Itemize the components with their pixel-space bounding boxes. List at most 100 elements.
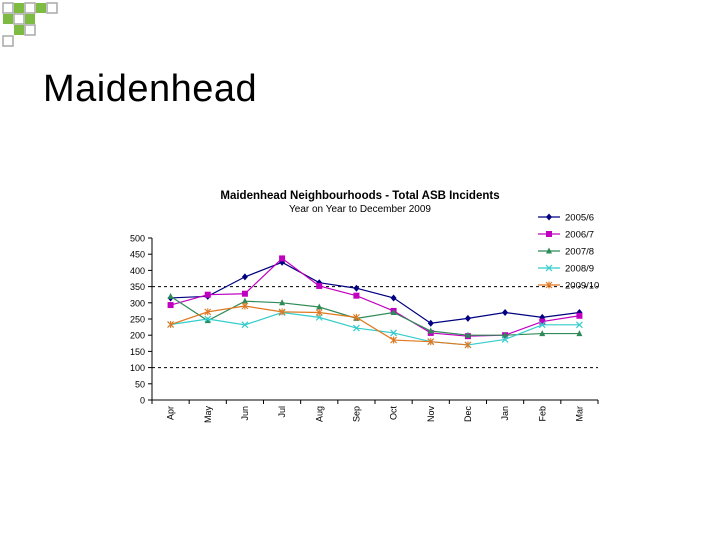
legend-label: 2007/8 <box>565 247 594 258</box>
y-tick-label: 50 <box>135 379 145 389</box>
slide-title: Maidenhead <box>43 68 258 110</box>
decor-square <box>25 14 35 24</box>
marker-stroke <box>545 264 553 272</box>
decor-square <box>24 24 36 36</box>
decor-square <box>14 25 24 35</box>
decor-square <box>2 35 14 47</box>
decor-square <box>24 2 36 14</box>
decor-square <box>2 2 14 14</box>
marker-stroke <box>538 321 546 329</box>
marker-stroke <box>204 315 212 323</box>
data-point <box>464 331 471 338</box>
legend-marker <box>546 231 552 237</box>
x-tick-label: Jun <box>240 406 250 421</box>
data-point <box>390 309 397 316</box>
data-point <box>464 314 471 322</box>
data-point <box>353 284 360 292</box>
marker-stroke <box>241 321 249 329</box>
data-point <box>353 313 360 321</box>
x-tick-label: Oct <box>389 406 399 421</box>
y-tick-label: 0 <box>140 396 145 406</box>
data-point <box>427 338 435 346</box>
decor-square <box>3 14 13 24</box>
series-2009-10 <box>167 302 472 349</box>
decor-squares <box>2 2 58 47</box>
y-tick-label: 400 <box>130 266 145 276</box>
legend-label: 2005/6 <box>565 213 594 224</box>
decor-square <box>46 2 58 14</box>
x-tick-label: Sep <box>351 406 361 422</box>
data-point <box>241 290 248 297</box>
marker-stroke <box>575 321 583 329</box>
data-point <box>576 312 583 319</box>
series-2007-8 <box>167 292 583 338</box>
data-point <box>464 341 472 349</box>
data-point <box>204 308 212 316</box>
legend-item: 2009/10 <box>538 281 599 292</box>
data-point <box>390 329 398 337</box>
data-point <box>316 303 323 310</box>
marker-stroke <box>315 313 323 321</box>
decor-square <box>13 13 25 25</box>
data-point <box>501 335 509 343</box>
data-point <box>315 309 323 317</box>
data-point <box>539 330 546 337</box>
x-tick-label: May <box>203 406 213 424</box>
legend-label: 2006/7 <box>565 230 594 241</box>
series-line <box>170 295 580 336</box>
data-point <box>316 282 323 289</box>
decor-square <box>14 3 24 13</box>
data-point <box>204 317 211 324</box>
x-tick-label: Jan <box>500 406 510 421</box>
data-point <box>241 321 249 329</box>
marker-stroke <box>352 324 360 332</box>
legend-label: 2008/9 <box>565 264 594 275</box>
chart-legend: 2005/6 2006/7 2007/8 2008/9 2009/10 <box>538 213 599 292</box>
data-point <box>167 302 174 309</box>
series-line <box>170 257 580 337</box>
data-point <box>352 324 360 332</box>
data-point <box>204 291 211 298</box>
chart-subtitle: Year on Year to December 2009 <box>289 204 431 215</box>
data-point <box>279 299 286 306</box>
data-point <box>278 308 286 316</box>
corner-decoration <box>2 2 58 47</box>
x-tick-label: Jul <box>277 406 287 418</box>
data-point <box>241 297 248 304</box>
data-point <box>539 318 546 325</box>
data-point <box>204 315 212 323</box>
legend-marker <box>545 281 553 289</box>
data-point <box>575 321 583 329</box>
y-tick-label: 350 <box>130 282 145 292</box>
data-point <box>167 292 174 299</box>
legend-item: 2007/8 <box>538 247 594 258</box>
data-point <box>538 321 546 329</box>
marker-stroke <box>390 329 398 337</box>
data-point <box>241 302 249 310</box>
data-point <box>427 327 434 334</box>
y-tick-label: 100 <box>130 363 145 373</box>
series-2008-9 <box>167 309 583 349</box>
y-tick-label: 450 <box>130 250 145 260</box>
x-tick-label: Apr <box>166 406 176 420</box>
x-tick-label: Mar <box>574 406 584 422</box>
data-point <box>576 330 583 337</box>
legend-item: 2006/7 <box>538 230 594 241</box>
data-point <box>427 319 434 327</box>
y-tick-label: 150 <box>130 347 145 357</box>
x-tick-label: Aug <box>314 406 324 422</box>
data-point <box>353 292 360 299</box>
data-point <box>279 255 286 262</box>
marker-stroke <box>501 335 509 343</box>
data-point <box>502 309 509 317</box>
x-tick-label: Feb <box>537 406 547 422</box>
x-tick-label: Nov <box>426 406 436 423</box>
y-tick-label: 200 <box>130 331 145 341</box>
chart-title: Maidenhead Neighbourhoods - Total ASB In… <box>220 190 499 202</box>
data-point <box>315 313 323 321</box>
data-point <box>390 294 397 302</box>
legend-item: 2008/9 <box>538 264 594 275</box>
series-2005-6 <box>167 258 583 327</box>
legend-marker <box>545 264 553 272</box>
